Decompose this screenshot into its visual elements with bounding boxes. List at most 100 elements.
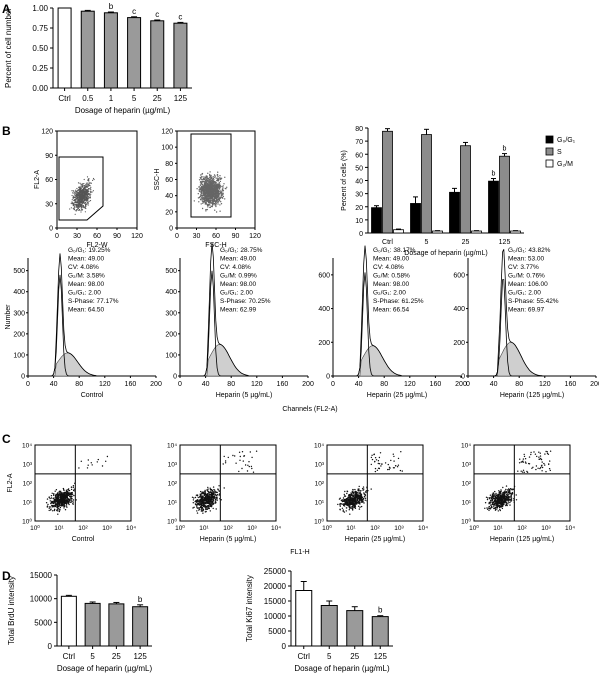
event-dot — [53, 506, 55, 508]
bar — [488, 180, 499, 234]
event-dot — [200, 187, 203, 189]
event-dot — [213, 190, 215, 192]
event-dot — [491, 495, 493, 497]
y-axis-title: FL2-A — [7, 473, 14, 492]
event-dot — [217, 489, 219, 491]
event-dot — [80, 189, 82, 191]
event-dot — [50, 497, 53, 499]
event-dot — [378, 467, 381, 470]
event-dot — [57, 506, 59, 508]
y-tick-label: 500 — [165, 268, 177, 275]
event-dot — [200, 490, 202, 493]
event-dot — [196, 505, 198, 507]
event-dot — [66, 499, 69, 501]
event-dot — [222, 193, 224, 196]
event-dot — [501, 507, 504, 510]
event-dot — [64, 501, 66, 503]
event-dot — [526, 471, 529, 473]
event-dot — [219, 185, 222, 187]
event-dot — [65, 495, 68, 498]
event-dot — [505, 502, 508, 504]
event-dot — [522, 461, 524, 463]
event-dot — [224, 462, 227, 464]
event-dot — [206, 500, 208, 502]
event-dot — [199, 506, 202, 509]
event-dot — [79, 191, 81, 193]
event-dot — [541, 461, 543, 463]
event-dot — [491, 501, 493, 504]
event-dot — [359, 506, 361, 508]
event-dot — [50, 508, 52, 510]
event-dot — [348, 501, 351, 503]
event-dot — [504, 496, 506, 498]
event-dot — [210, 189, 212, 191]
event-dot — [79, 187, 81, 189]
histogram-curve — [468, 249, 596, 377]
event-dot — [496, 504, 498, 507]
event-dot — [535, 465, 538, 467]
event-dot — [208, 492, 210, 494]
x-tick-label: 10¹ — [493, 525, 503, 532]
event-dot — [66, 506, 68, 508]
event-dot — [61, 492, 63, 495]
event-dot — [500, 501, 503, 503]
event-dot — [80, 205, 82, 208]
event-dot — [65, 499, 68, 501]
event-dot — [211, 202, 213, 205]
y-tick-label: 400 — [453, 306, 465, 313]
event-dot — [544, 453, 546, 455]
event-dot — [79, 209, 81, 211]
event-dot — [212, 182, 214, 185]
event-dot — [88, 200, 90, 202]
event-dot — [366, 487, 368, 489]
event-dot — [203, 494, 206, 496]
event-dot — [59, 502, 61, 504]
event-dot — [202, 200, 204, 202]
event-dot — [84, 211, 86, 213]
event-dot — [215, 498, 217, 501]
event-dot — [80, 460, 83, 462]
event-dot — [62, 487, 65, 490]
y-tick-label: 10000 — [264, 612, 287, 621]
event-dot — [85, 188, 87, 191]
event-dot — [377, 460, 380, 462]
x-tick-label: 25 — [112, 652, 121, 661]
histogram-caption: Heparin (25 µg/mL) — [367, 392, 427, 399]
event-dot — [89, 187, 91, 190]
event-dot — [494, 509, 497, 511]
event-dot — [492, 498, 494, 500]
event-dot — [200, 496, 203, 499]
event-dot — [360, 490, 362, 492]
event-dot — [341, 499, 343, 501]
event-dot — [498, 504, 500, 507]
panel-label-a: A — [2, 2, 11, 16]
event-dot — [84, 193, 86, 195]
y-tick-label: 15000 — [30, 571, 53, 580]
x-tick-label: 30 — [73, 233, 81, 240]
event-dot — [76, 209, 78, 211]
x-tick-label: 25 — [350, 652, 359, 661]
event-dot — [81, 202, 83, 204]
event-dot — [501, 494, 503, 496]
event-dot — [213, 187, 215, 190]
event-dot — [207, 504, 210, 507]
event-dot — [345, 507, 348, 509]
event-dot — [505, 491, 508, 494]
event-dot — [206, 508, 209, 510]
event-dot — [65, 505, 68, 507]
stats-line: Mean: 98.00 — [373, 281, 410, 288]
legend-label: S — [557, 149, 562, 156]
event-dot — [496, 508, 498, 510]
event-dot — [209, 487, 211, 489]
event-dot — [87, 201, 89, 203]
y-tick-label: 90 — [45, 153, 53, 160]
event-dot — [492, 501, 495, 504]
event-dot — [214, 203, 216, 205]
event-dot — [87, 464, 89, 466]
event-dot — [523, 455, 526, 458]
x-tick-label: 125 — [174, 94, 188, 103]
event-dot — [352, 506, 354, 508]
event-dot — [502, 499, 504, 502]
event-dot — [218, 190, 221, 192]
histogram-curve — [28, 253, 156, 377]
